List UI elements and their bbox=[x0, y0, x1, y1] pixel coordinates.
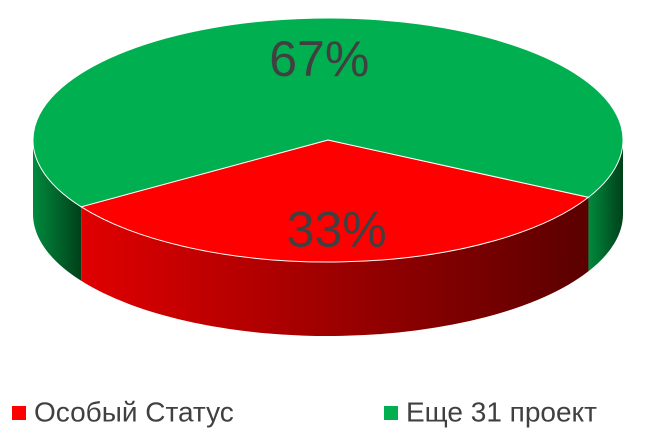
legend-swatch bbox=[384, 406, 398, 420]
pie-wall bbox=[588, 140, 623, 272]
pie bbox=[32, 17, 624, 336]
pie-slice bbox=[32, 17, 624, 208]
labels: 33% 67% bbox=[269, 31, 386, 258]
pie-wall bbox=[81, 197, 589, 336]
legend-label: Особый Статус bbox=[34, 396, 234, 427]
data-label: 33% bbox=[287, 202, 387, 258]
legend: Особый Статус Еще 31 проект bbox=[12, 396, 597, 427]
legend-label: Еще 31 проект bbox=[406, 396, 597, 427]
legend-swatch bbox=[12, 406, 26, 420]
data-label: 67% bbox=[269, 31, 369, 87]
pie-slice bbox=[79, 139, 590, 263]
